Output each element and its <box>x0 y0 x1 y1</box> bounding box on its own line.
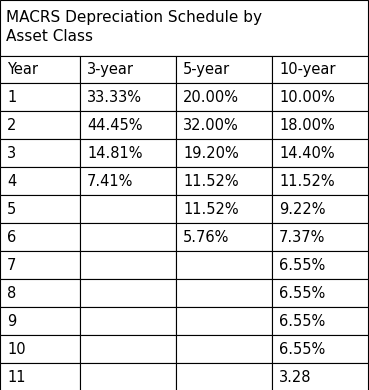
Text: Year: Year <box>7 62 38 77</box>
Bar <box>176 251 272 279</box>
Bar <box>0 223 80 251</box>
Bar <box>80 56 176 83</box>
Bar <box>80 139 176 167</box>
Text: 6.55%: 6.55% <box>279 314 325 328</box>
Text: 9.22%: 9.22% <box>279 202 325 216</box>
Bar <box>0 139 80 167</box>
Text: 5: 5 <box>7 202 16 216</box>
Bar <box>0 195 80 223</box>
Bar <box>80 223 176 251</box>
Text: 6.55%: 6.55% <box>279 285 325 301</box>
Bar <box>176 111 272 139</box>
Bar <box>176 307 272 335</box>
Text: 2: 2 <box>7 117 16 133</box>
Bar <box>272 111 368 139</box>
Bar <box>272 363 368 390</box>
Text: 10-year: 10-year <box>279 62 335 77</box>
Text: 5-year: 5-year <box>183 62 230 77</box>
Bar <box>0 363 80 390</box>
Text: 8: 8 <box>7 285 16 301</box>
Text: 14.81%: 14.81% <box>87 145 142 161</box>
Text: 11.52%: 11.52% <box>279 174 335 188</box>
Text: 11.52%: 11.52% <box>183 174 239 188</box>
Bar <box>80 111 176 139</box>
Text: 33.33%: 33.33% <box>87 89 142 105</box>
Text: 6.55%: 6.55% <box>279 257 325 273</box>
Text: 5.76%: 5.76% <box>183 229 230 245</box>
Bar <box>272 56 368 83</box>
Text: 11.52%: 11.52% <box>183 202 239 216</box>
Bar <box>0 83 80 111</box>
Text: 32.00%: 32.00% <box>183 117 239 133</box>
Bar <box>80 195 176 223</box>
Text: 3.28: 3.28 <box>279 369 311 385</box>
Bar <box>0 251 80 279</box>
Text: 10: 10 <box>7 342 25 356</box>
Text: 14.40%: 14.40% <box>279 145 335 161</box>
Text: 11: 11 <box>7 369 25 385</box>
Bar <box>0 307 80 335</box>
Bar <box>0 111 80 139</box>
Bar <box>0 56 80 83</box>
Bar <box>80 335 176 363</box>
Bar <box>176 167 272 195</box>
Text: 7.37%: 7.37% <box>279 229 325 245</box>
Text: 19.20%: 19.20% <box>183 145 239 161</box>
Text: 4: 4 <box>7 174 16 188</box>
Bar <box>272 195 368 223</box>
Text: MACRS Depreciation Schedule by
Asset Class: MACRS Depreciation Schedule by Asset Cla… <box>6 10 262 44</box>
Bar <box>272 223 368 251</box>
Bar <box>272 83 368 111</box>
Bar <box>176 279 272 307</box>
Bar <box>0 279 80 307</box>
Bar <box>176 56 272 83</box>
Bar <box>80 279 176 307</box>
Bar <box>0 0 368 56</box>
Text: 3-year: 3-year <box>87 62 134 77</box>
Text: 18.00%: 18.00% <box>279 117 335 133</box>
Text: 6.55%: 6.55% <box>279 342 325 356</box>
Text: 10.00%: 10.00% <box>279 89 335 105</box>
Text: 7.41%: 7.41% <box>87 174 133 188</box>
Bar <box>80 83 176 111</box>
Text: 7: 7 <box>7 257 16 273</box>
Bar <box>272 251 368 279</box>
Bar <box>80 251 176 279</box>
Bar <box>80 307 176 335</box>
Text: 20.00%: 20.00% <box>183 89 239 105</box>
Bar <box>272 139 368 167</box>
Bar <box>80 167 176 195</box>
Bar <box>0 167 80 195</box>
Bar <box>176 335 272 363</box>
Bar <box>272 167 368 195</box>
Bar <box>176 195 272 223</box>
Bar <box>272 335 368 363</box>
Bar <box>0 335 80 363</box>
Text: 3: 3 <box>7 145 16 161</box>
Bar <box>272 279 368 307</box>
Bar <box>80 363 176 390</box>
Text: 44.45%: 44.45% <box>87 117 142 133</box>
Bar <box>272 307 368 335</box>
Text: 1: 1 <box>7 89 16 105</box>
Text: 9: 9 <box>7 314 16 328</box>
Bar <box>176 223 272 251</box>
Bar <box>176 139 272 167</box>
Text: 6: 6 <box>7 229 16 245</box>
Bar <box>176 363 272 390</box>
Bar <box>176 83 272 111</box>
